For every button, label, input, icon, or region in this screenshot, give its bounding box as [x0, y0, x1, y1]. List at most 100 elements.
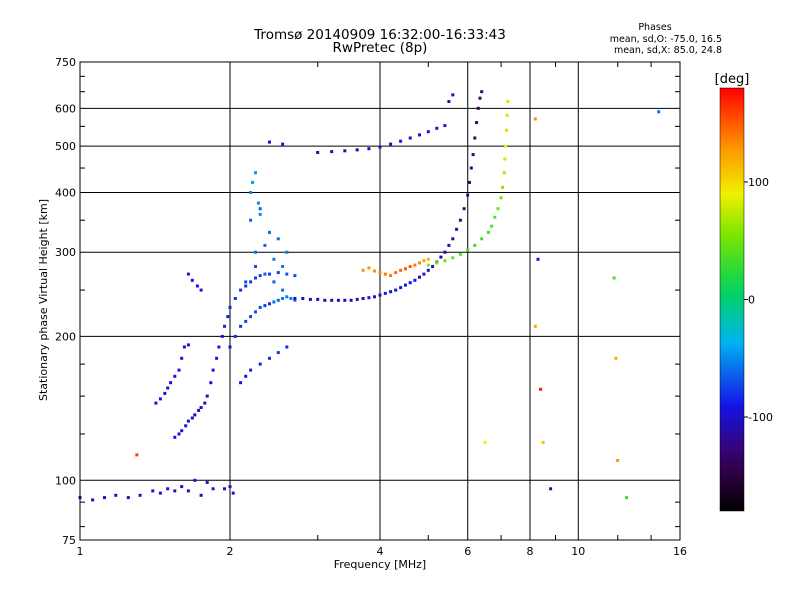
data-point [389, 142, 393, 146]
data-point [258, 362, 262, 366]
y-tick-label: 500 [55, 140, 76, 153]
data-point [186, 489, 190, 493]
x-tick-label: 10 [571, 545, 585, 558]
data-point [215, 356, 219, 360]
data-point [361, 297, 365, 300]
data-point [203, 401, 207, 405]
data-point [443, 250, 447, 254]
data-point [258, 207, 262, 211]
data-point [455, 227, 459, 231]
data-point [193, 413, 197, 417]
data-point [443, 124, 447, 128]
data-point [281, 288, 285, 292]
data-point [399, 268, 403, 272]
data-point [373, 295, 376, 299]
data-point [289, 297, 293, 300]
data-point [399, 139, 403, 143]
data-point [205, 480, 209, 484]
data-point [281, 297, 285, 300]
data-point [263, 304, 267, 308]
data-point [541, 440, 545, 444]
data-point [239, 381, 243, 385]
data-point [323, 298, 327, 302]
data-point [233, 297, 237, 300]
y-tick-label: 75 [62, 534, 76, 547]
data-point [190, 278, 194, 282]
data-point [389, 290, 393, 294]
data-point [394, 288, 398, 292]
data-point [254, 310, 257, 314]
colorbar: 100 0 -100 [719, 87, 773, 512]
data-point [343, 149, 347, 153]
data-point [431, 265, 435, 268]
data-point [205, 394, 209, 398]
x-tick-label: 1 [77, 545, 84, 558]
data-point [249, 280, 253, 284]
data-point [355, 148, 359, 152]
data-point [163, 391, 167, 395]
data-point [504, 144, 508, 148]
data-point [458, 252, 462, 256]
data-point [330, 150, 334, 154]
x-tick-label: 6 [464, 545, 471, 558]
data-point [316, 151, 320, 154]
data-point [254, 171, 257, 175]
data-point [249, 191, 253, 194]
data-point [367, 147, 371, 151]
data-point [258, 305, 262, 309]
data-point [330, 298, 334, 302]
data-point [404, 267, 407, 271]
data-point [471, 153, 475, 157]
data-point [499, 196, 503, 200]
data-point [177, 432, 181, 436]
data-point [233, 334, 237, 338]
data-point [180, 429, 184, 433]
data-point [533, 117, 537, 121]
x-tick-label: 4 [377, 545, 384, 558]
data-point [493, 215, 497, 219]
data-point [293, 297, 297, 300]
data-point [169, 381, 173, 385]
x-tick-label: 16 [673, 545, 687, 558]
data-point [114, 493, 118, 497]
data-point [223, 324, 226, 328]
data-point [394, 271, 398, 275]
data-point [276, 351, 280, 355]
data-point [173, 435, 177, 439]
data-point [193, 478, 197, 482]
data-point [244, 280, 248, 284]
data-point [612, 276, 616, 280]
data-point [199, 493, 203, 497]
data-point [378, 271, 382, 275]
data-point [614, 356, 618, 360]
data-point [285, 345, 289, 349]
data-point [244, 284, 248, 288]
data-point [268, 272, 271, 276]
x-tick-label: 8 [527, 545, 534, 558]
data-point [228, 345, 232, 349]
data-point [211, 368, 215, 372]
data-point [418, 133, 421, 137]
data-point [408, 281, 412, 285]
data-point [435, 261, 439, 265]
data-point [173, 374, 177, 378]
data-point [657, 110, 661, 114]
data-point [505, 128, 509, 132]
data-point [418, 261, 421, 265]
data-point [616, 459, 620, 462]
data-point [367, 296, 371, 300]
data-point [158, 397, 162, 401]
data-point [426, 257, 430, 261]
data-point [383, 291, 387, 295]
data-point [413, 278, 417, 282]
data-point [293, 298, 297, 302]
data-point [399, 286, 403, 290]
data-point [254, 276, 257, 280]
data-point [478, 96, 482, 100]
data-point [258, 274, 262, 278]
data-point [301, 297, 305, 300]
stats-line-o: mean, sd,O: -75.0, 16.5 [610, 34, 722, 45]
data-point [285, 250, 289, 254]
